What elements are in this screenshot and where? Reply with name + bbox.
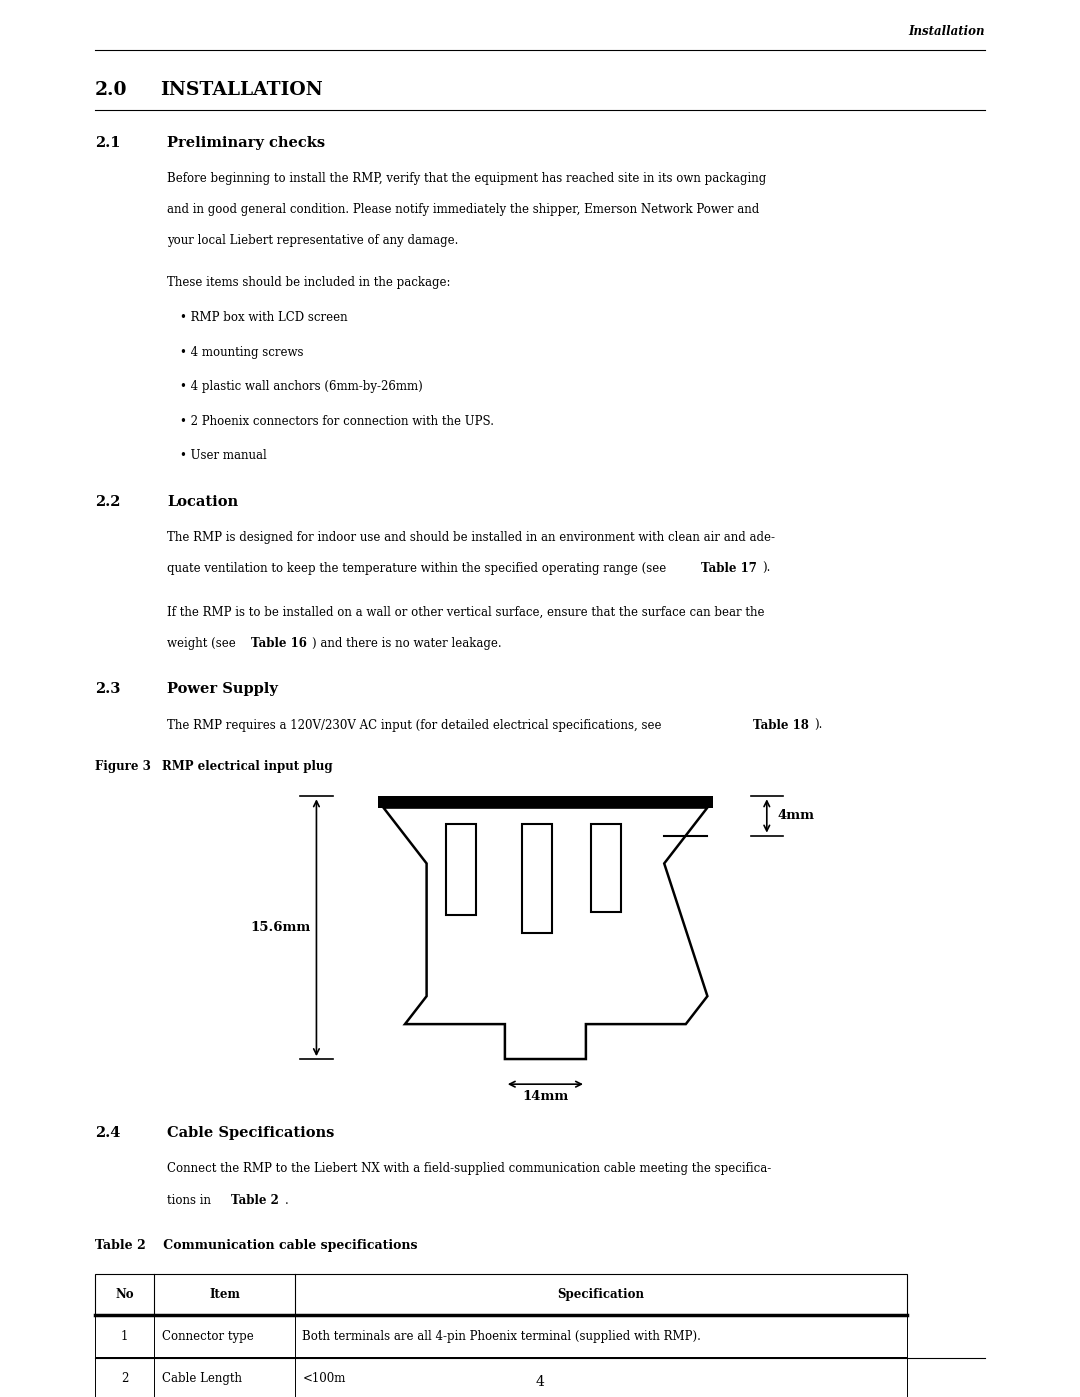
Text: • 4 mounting screws: • 4 mounting screws <box>180 345 303 359</box>
Text: No: No <box>116 1288 134 1301</box>
Text: INSTALLATION: INSTALLATION <box>160 81 323 99</box>
Text: • 4 plastic wall anchors (6mm-by-26mm): • 4 plastic wall anchors (6mm-by-26mm) <box>180 380 423 393</box>
Text: quate ventilation to keep the temperature within the specified operating range (: quate ventilation to keep the temperatur… <box>167 563 671 576</box>
Text: Table 16: Table 16 <box>251 637 307 650</box>
Text: and in good general condition. Please notify immediately the shipper, Emerson Ne: and in good general condition. Please no… <box>167 203 759 217</box>
Bar <box>95 1274 907 1316</box>
Text: ) and there is no water leakage.: ) and there is no water leakage. <box>312 637 502 650</box>
Text: tions in: tions in <box>167 1193 215 1207</box>
Text: your local Liebert representative of any damage.: your local Liebert representative of any… <box>167 235 459 247</box>
Text: Table 17: Table 17 <box>701 563 757 576</box>
Bar <box>591 824 621 912</box>
Text: Connect the RMP to the Liebert NX with a field-supplied communication cable meet: Connect the RMP to the Liebert NX with a… <box>167 1162 771 1175</box>
Text: Specification: Specification <box>557 1288 645 1301</box>
Text: The RMP is designed for indoor use and should be installed in an environment wit: The RMP is designed for indoor use and s… <box>167 531 775 545</box>
Text: 2.0: 2.0 <box>95 81 127 99</box>
Text: • 2 Phoenix connectors for connection with the UPS.: • 2 Phoenix connectors for connection wi… <box>180 415 495 427</box>
Text: 1: 1 <box>121 1330 129 1343</box>
Text: 2.2: 2.2 <box>95 495 121 509</box>
Text: RMP electrical input plug: RMP electrical input plug <box>162 760 333 773</box>
Text: Cable Length: Cable Length <box>162 1372 242 1384</box>
Bar <box>378 796 713 807</box>
Text: The RMP requires a 120V/230V AC input (for detailed electrical specifications, s: The RMP requires a 120V/230V AC input (f… <box>167 718 665 732</box>
Text: Both terminals are all 4-pin Phoenix terminal (supplied with RMP).: Both terminals are all 4-pin Phoenix ter… <box>302 1330 701 1343</box>
Text: Power Supply: Power Supply <box>167 682 279 696</box>
Text: Figure 3: Figure 3 <box>95 760 151 773</box>
Text: Preliminary checks: Preliminary checks <box>167 136 325 149</box>
Text: Location: Location <box>167 495 239 509</box>
Text: 14mm: 14mm <box>523 1090 568 1102</box>
Text: weight (see: weight (see <box>167 637 240 650</box>
Text: • RMP box with LCD screen: • RMP box with LCD screen <box>180 312 348 324</box>
Text: Connector type: Connector type <box>162 1330 254 1343</box>
Text: These items should be included in the package:: These items should be included in the pa… <box>167 277 451 289</box>
Text: ).: ). <box>814 718 823 732</box>
Text: Table 18: Table 18 <box>753 718 809 732</box>
Bar <box>95 1358 907 1397</box>
Text: 15.6mm: 15.6mm <box>251 921 311 935</box>
Bar <box>522 824 552 933</box>
Text: 4: 4 <box>536 1375 544 1389</box>
Bar <box>446 824 476 915</box>
Text: 2: 2 <box>121 1372 129 1384</box>
Text: ).: ). <box>762 563 771 576</box>
Text: Cable Specifications: Cable Specifications <box>167 1126 335 1140</box>
Text: 4mm: 4mm <box>778 809 814 823</box>
Text: 2.1: 2.1 <box>95 136 121 149</box>
Text: Installation: Installation <box>908 25 985 39</box>
Text: <100m: <100m <box>302 1372 346 1384</box>
Text: .: . <box>285 1193 288 1207</box>
Text: • User manual: • User manual <box>180 450 267 462</box>
Text: Table 2: Table 2 <box>231 1193 279 1207</box>
Text: 2.3: 2.3 <box>95 682 120 696</box>
Text: 2.4: 2.4 <box>95 1126 120 1140</box>
Text: Item: Item <box>210 1288 240 1301</box>
Text: Table 2    Communication cable specifications: Table 2 Communication cable specificatio… <box>95 1239 418 1252</box>
Text: Before beginning to install the RMP, verify that the equipment has reached site : Before beginning to install the RMP, ver… <box>167 172 767 184</box>
Bar <box>95 1316 907 1358</box>
Text: If the RMP is to be installed on a wall or other vertical surface, ensure that t: If the RMP is to be installed on a wall … <box>167 605 765 619</box>
